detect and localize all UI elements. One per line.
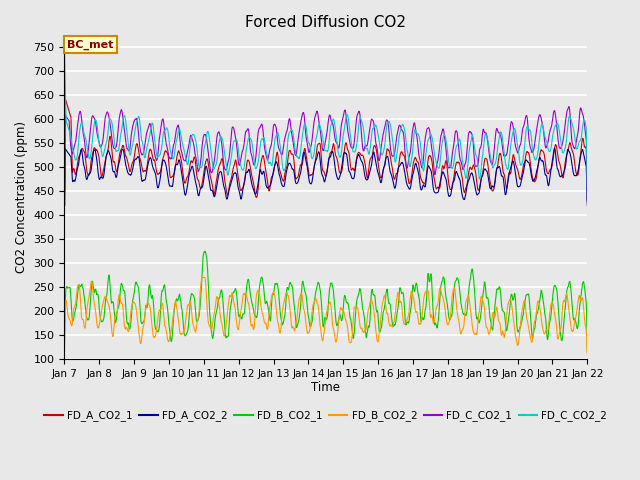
FD_B_CO2_2: [476, 309, 483, 314]
FD_A_CO2_2: [236, 189, 243, 194]
FD_C_CO2_2: [61, 42, 68, 48]
FD_B_CO2_2: [198, 275, 205, 280]
FD_B_CO2_1: [177, 298, 184, 304]
FD_B_CO2_2: [584, 351, 591, 357]
FD_B_CO2_1: [407, 304, 415, 310]
FD_A_CO2_1: [61, 198, 68, 204]
FD_A_CO2_1: [236, 182, 243, 188]
FD_C_CO2_1: [476, 152, 483, 158]
FD_B_CO2_1: [164, 310, 172, 316]
FD_A_CO2_1: [476, 185, 483, 191]
FD_B_CO2_2: [61, 351, 68, 357]
FD_B_CO2_1: [476, 320, 483, 325]
FD_B_CO2_1: [584, 347, 591, 352]
FD_C_CO2_2: [407, 162, 415, 168]
FD_A_CO2_2: [522, 159, 529, 165]
Line: FD_B_CO2_2: FD_B_CO2_2: [65, 277, 588, 354]
FD_C_CO2_2: [522, 137, 529, 143]
Line: FD_C_CO2_2: FD_C_CO2_2: [65, 45, 588, 196]
FD_C_CO2_1: [236, 162, 243, 168]
FD_C_CO2_1: [565, 104, 573, 109]
FD_B_CO2_1: [236, 313, 243, 319]
FD_C_CO2_1: [584, 193, 591, 199]
FD_B_CO2_2: [177, 331, 184, 337]
FD_A_CO2_2: [164, 174, 172, 180]
FD_C_CO2_2: [584, 193, 591, 199]
Title: Forced Diffusion CO2: Forced Diffusion CO2: [245, 15, 406, 30]
Legend: FD_A_CO2_1, FD_A_CO2_2, FD_B_CO2_1, FD_B_CO2_2, FD_C_CO2_1, FD_C_CO2_2: FD_A_CO2_1, FD_A_CO2_2, FD_B_CO2_1, FD_B…: [40, 406, 612, 425]
FD_A_CO2_2: [584, 203, 591, 208]
Line: FD_C_CO2_1: FD_C_CO2_1: [65, 107, 588, 196]
FD_C_CO2_2: [177, 131, 184, 137]
FD_A_CO2_1: [164, 155, 172, 160]
FD_C_CO2_1: [164, 149, 172, 155]
Line: FD_A_CO2_1: FD_A_CO2_1: [65, 98, 588, 201]
FD_A_CO2_2: [61, 203, 68, 208]
FD_C_CO2_1: [61, 193, 68, 199]
FD_A_CO2_1: [522, 154, 529, 160]
FD_A_CO2_2: [177, 165, 184, 170]
FD_A_CO2_1: [61, 95, 69, 101]
FD_B_CO2_1: [61, 347, 68, 352]
FD_A_CO2_1: [584, 198, 591, 204]
FD_C_CO2_2: [476, 174, 483, 180]
FD_C_CO2_1: [522, 117, 529, 122]
FD_B_CO2_2: [236, 318, 243, 324]
Y-axis label: CO2 Concentration (ppm): CO2 Concentration (ppm): [15, 121, 28, 273]
FD_A_CO2_1: [407, 176, 415, 182]
FD_B_CO2_1: [522, 295, 529, 300]
FD_B_CO2_2: [164, 337, 172, 343]
FD_B_CO2_2: [522, 305, 529, 311]
FD_C_CO2_1: [407, 146, 415, 152]
FD_C_CO2_2: [164, 129, 172, 134]
FD_A_CO2_1: [177, 156, 185, 162]
FD_A_CO2_2: [476, 190, 483, 196]
Line: FD_B_CO2_1: FD_B_CO2_1: [65, 251, 588, 349]
FD_C_CO2_1: [177, 145, 184, 151]
Line: FD_A_CO2_2: FD_A_CO2_2: [65, 148, 588, 205]
FD_A_CO2_2: [407, 183, 415, 189]
Text: BC_met: BC_met: [67, 39, 113, 49]
FD_B_CO2_2: [407, 289, 415, 295]
FD_A_CO2_2: [551, 145, 559, 151]
X-axis label: Time: Time: [312, 382, 340, 395]
FD_C_CO2_2: [236, 155, 243, 160]
FD_B_CO2_1: [201, 248, 209, 254]
